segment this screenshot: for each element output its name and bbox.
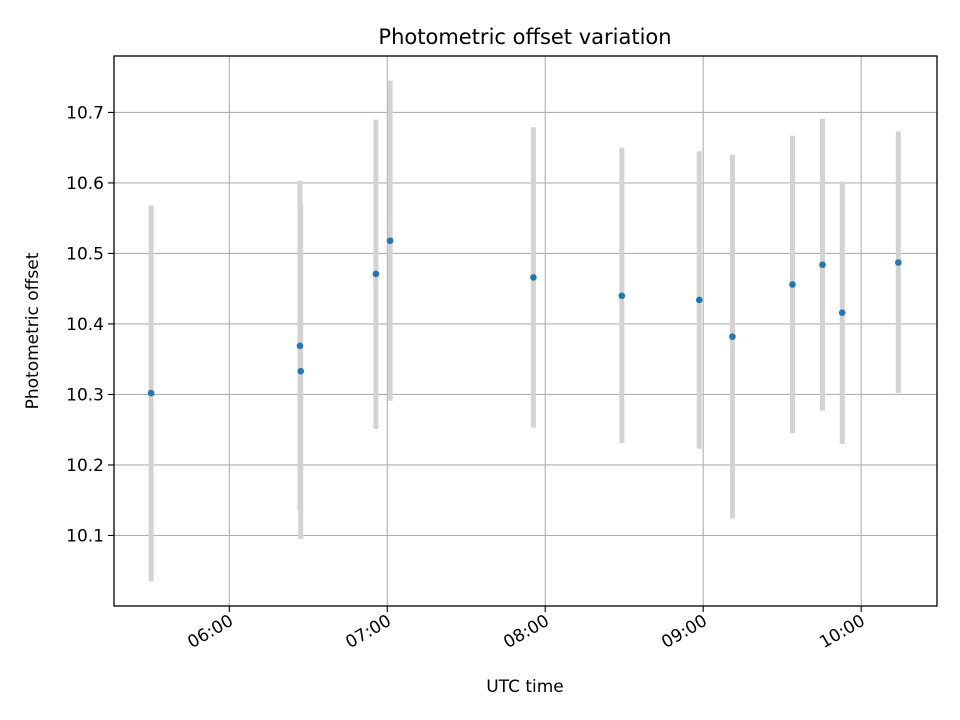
data-point bbox=[386, 237, 394, 245]
data-point bbox=[297, 367, 305, 375]
x-axis-label: UTC time bbox=[486, 677, 564, 697]
y-axis-label: Photometric offset bbox=[23, 252, 43, 409]
data-point bbox=[530, 274, 537, 281]
chart-title: Photometric offset variation bbox=[378, 25, 671, 49]
y-tick-label: 10.4 bbox=[66, 315, 104, 335]
data-point bbox=[147, 389, 155, 397]
y-tick-label: 10.5 bbox=[66, 244, 104, 264]
data-points bbox=[147, 237, 902, 397]
data-point bbox=[729, 333, 736, 340]
data-point bbox=[372, 270, 380, 278]
data-point bbox=[296, 342, 304, 350]
grid bbox=[114, 56, 937, 606]
data-point bbox=[618, 292, 626, 300]
data-point bbox=[838, 309, 846, 316]
data-point bbox=[819, 261, 826, 269]
data-point bbox=[695, 296, 703, 304]
y-tick-label: 10.3 bbox=[66, 385, 104, 405]
data-point bbox=[894, 259, 902, 266]
data-point bbox=[789, 281, 796, 288]
y-tick-label: 10.1 bbox=[66, 526, 104, 546]
plot-frame bbox=[113, 55, 938, 607]
y-tick-label: 10.6 bbox=[66, 174, 104, 194]
y-tick-label: 10.7 bbox=[66, 103, 104, 123]
y-tick-label: 10.2 bbox=[66, 456, 104, 476]
